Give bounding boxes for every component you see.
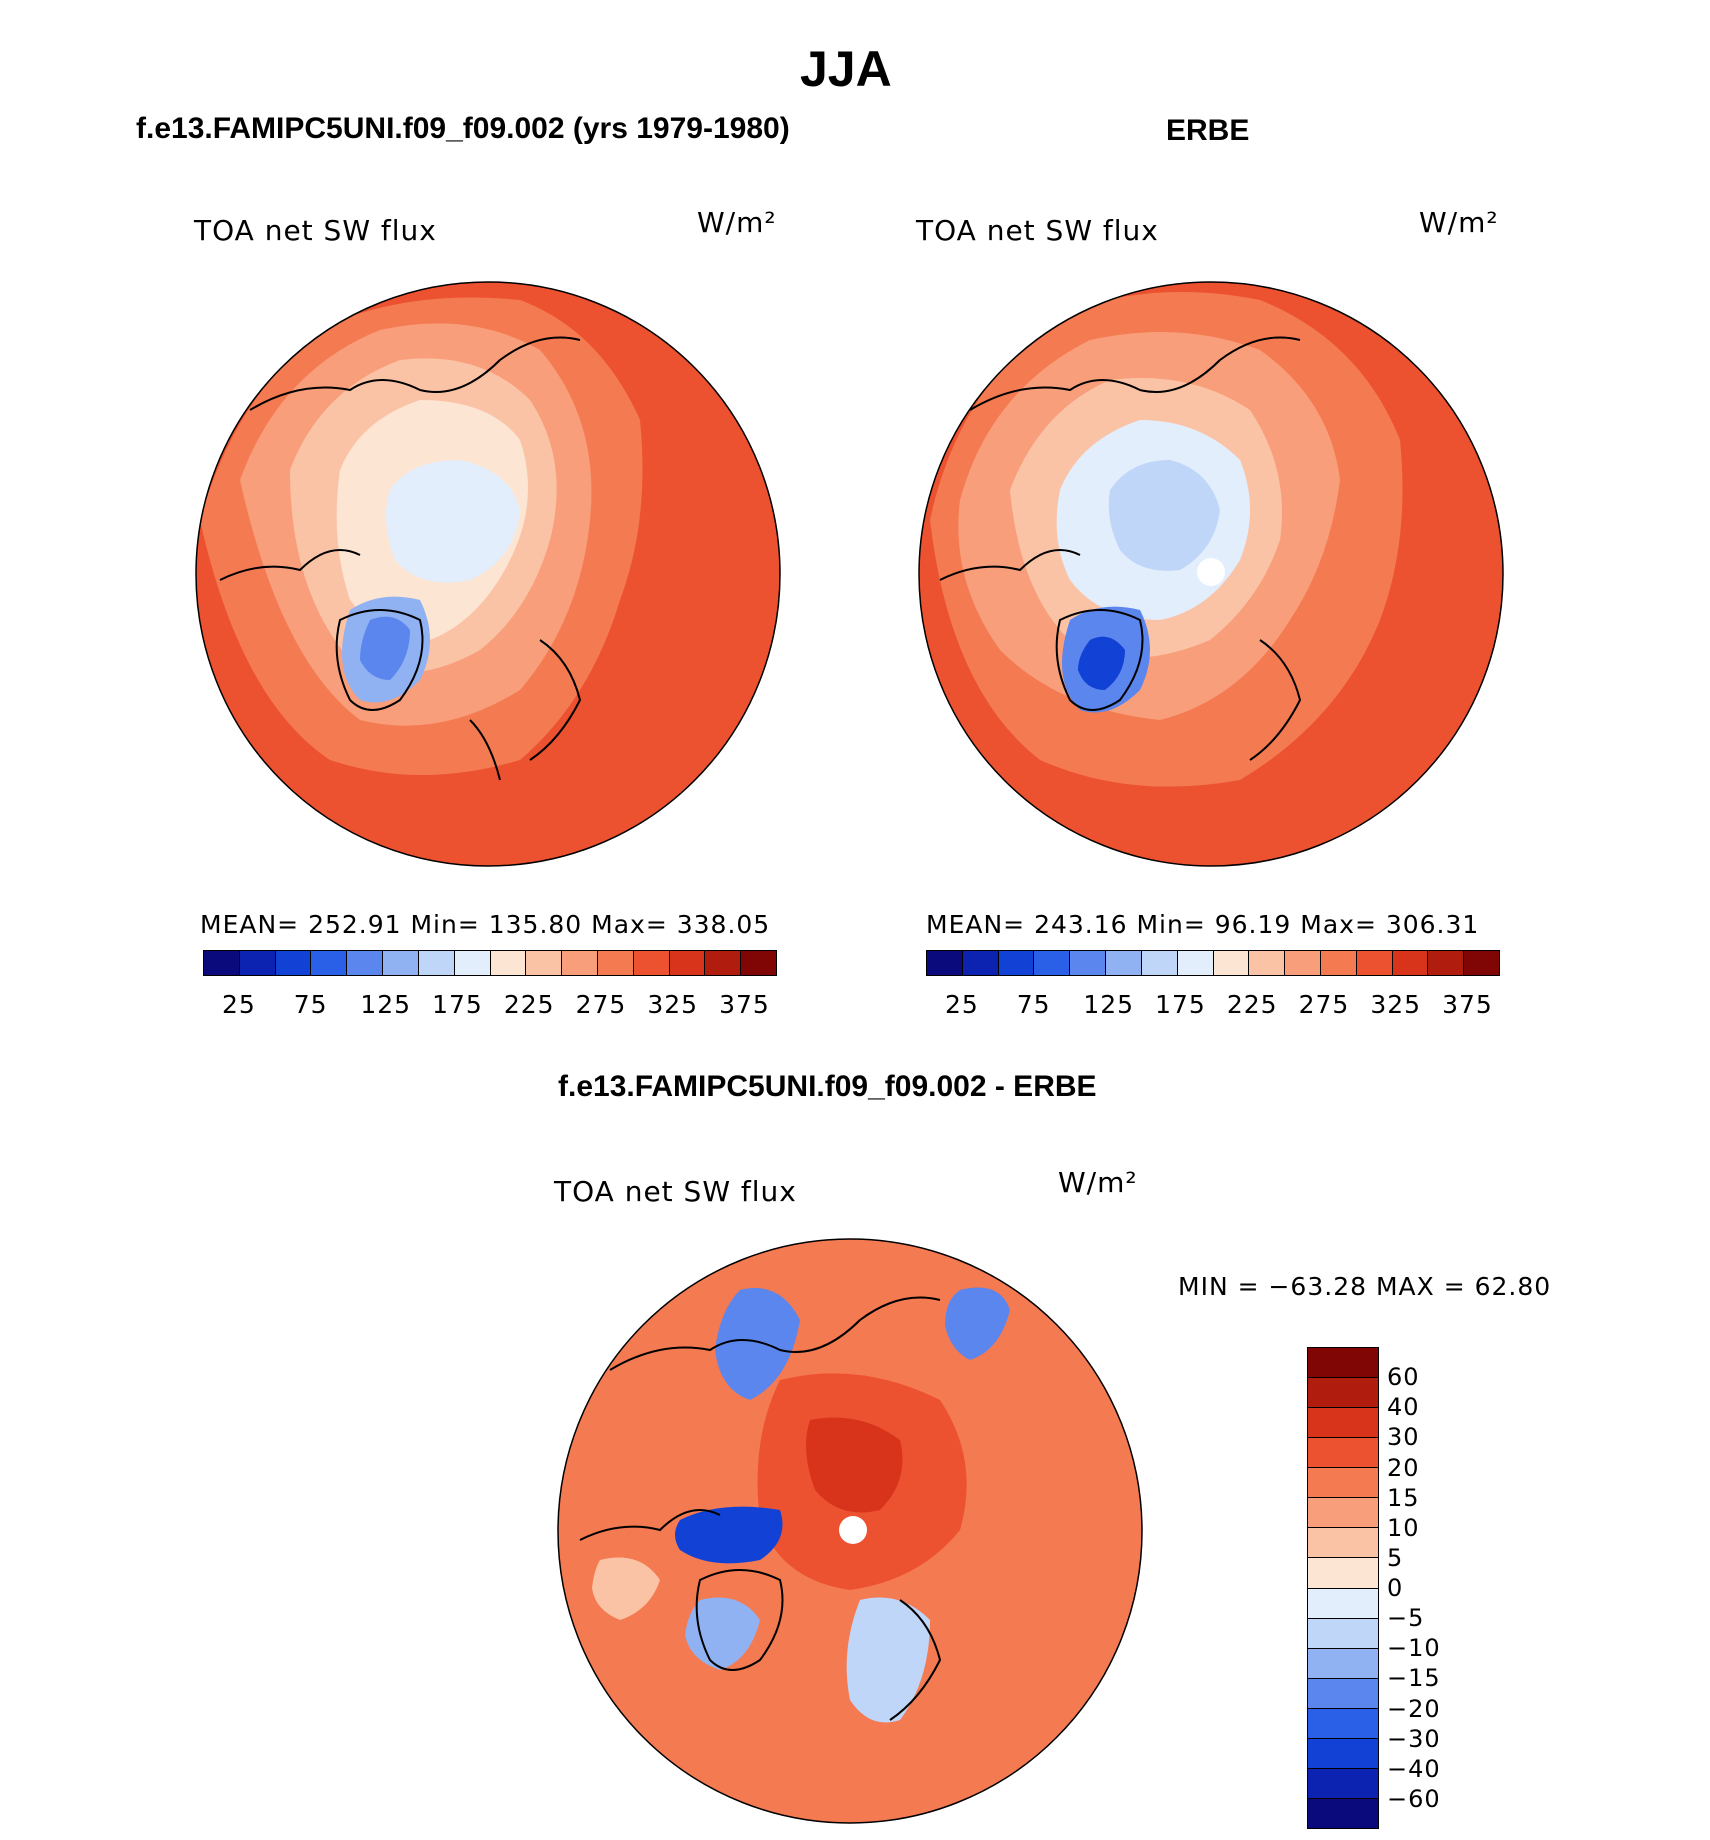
colorbar-tick-label: −5 bbox=[1387, 1604, 1425, 1633]
colorbar-swatch bbox=[1308, 1618, 1378, 1649]
colorbar-swatch bbox=[347, 951, 384, 975]
colorbar-tick-label: 15 bbox=[1387, 1483, 1420, 1512]
panel1-variable-label: TOA net SW flux bbox=[194, 214, 437, 247]
colorbar-tick-label: 325 bbox=[1370, 990, 1422, 1019]
colorbar-tick-label: 0 bbox=[1387, 1574, 1404, 1602]
panel2-title: ERBE bbox=[1166, 114, 1250, 147]
colorbar-tick-label: −40 bbox=[1387, 1754, 1441, 1783]
colorbar-swatch bbox=[526, 951, 563, 975]
colorbar-tick-label: 175 bbox=[1155, 990, 1206, 1019]
colorbar-tick-label: 75 bbox=[293, 990, 328, 1019]
colorbar-swatch bbox=[1308, 1378, 1378, 1409]
colorbar-swatch bbox=[1034, 951, 1071, 975]
colorbar-swatch bbox=[1308, 1498, 1378, 1529]
colorbar-tick-label: −15 bbox=[1387, 1664, 1441, 1693]
colorbar-swatch bbox=[1285, 951, 1321, 975]
colorbar-swatch bbox=[311, 951, 348, 975]
colorbar-tick-label: 5 bbox=[1387, 1543, 1404, 1572]
colorbar-tick-label: 75 bbox=[1016, 990, 1051, 1019]
panel3-title: f.e13.FAMIPC5UNI.f09_f09.002 - ERBE bbox=[558, 1070, 1097, 1103]
colorbar-tick-label: 20 bbox=[1387, 1453, 1420, 1482]
panel2-units-label: W/m² bbox=[1419, 206, 1499, 239]
colorbar-tick-label: −30 bbox=[1387, 1724, 1441, 1753]
figure-title: JJA bbox=[800, 41, 892, 97]
colorbar-swatch bbox=[1308, 1798, 1378, 1828]
colorbar-swatch bbox=[1308, 1438, 1378, 1469]
colorbar-swatch bbox=[204, 951, 240, 975]
panel1-title: f.e13.FAMIPC5UNI.f09_f09.002 (yrs 1979-1… bbox=[136, 112, 790, 145]
colorbar-swatch bbox=[597, 951, 634, 975]
panel3-colorbar bbox=[1307, 1347, 1379, 1829]
colorbar-tick-label: 275 bbox=[575, 990, 627, 1019]
colorbar-tick-label: −60 bbox=[1387, 1784, 1441, 1813]
panel1-colorbar bbox=[203, 950, 777, 976]
colorbar-swatch bbox=[562, 951, 598, 975]
colorbar-tick-label: 375 bbox=[1442, 990, 1493, 1019]
colorbar-swatch bbox=[418, 951, 455, 975]
colorbar-swatch bbox=[1464, 951, 1499, 975]
colorbar-swatch bbox=[383, 951, 419, 975]
colorbar-swatch bbox=[1070, 951, 1107, 975]
colorbar-tick-label: 325 bbox=[647, 990, 699, 1019]
colorbar-swatch bbox=[1320, 951, 1357, 975]
colorbar-tick-label: 375 bbox=[719, 990, 770, 1019]
colorbar-tick-label: 175 bbox=[432, 990, 483, 1019]
colorbar-swatch bbox=[275, 951, 312, 975]
colorbar-swatch bbox=[1308, 1528, 1378, 1559]
colorbar-swatch bbox=[1356, 951, 1393, 975]
colorbar-tick-label: 125 bbox=[1083, 990, 1135, 1019]
colorbar-swatch bbox=[741, 951, 776, 975]
colorbar-swatch bbox=[239, 951, 276, 975]
colorbar-tick-label: 25 bbox=[221, 990, 256, 1019]
colorbar-swatch bbox=[1308, 1708, 1378, 1739]
colorbar-swatch bbox=[1106, 951, 1142, 975]
colorbar-tick-label: 40 bbox=[1387, 1393, 1420, 1422]
colorbar-swatch bbox=[1308, 1648, 1378, 1679]
colorbar-tick-label: 30 bbox=[1387, 1423, 1420, 1452]
panel2-colorbar bbox=[926, 950, 1500, 976]
panel3-stats-label: MIN = −63.28 MAX = 62.80 bbox=[1178, 1272, 1552, 1301]
panel3-units-label: W/m² bbox=[1058, 1166, 1138, 1199]
panel1-units-label: W/m² bbox=[697, 206, 777, 239]
colorbar-swatch bbox=[1249, 951, 1286, 975]
panel1-stats-label: MEAN= 252.91 Min= 135.80 Max= 338.05 bbox=[200, 910, 771, 939]
colorbar-swatch bbox=[927, 951, 963, 975]
colorbar-swatch bbox=[490, 951, 527, 975]
colorbar-tick-label: 25 bbox=[944, 990, 979, 1019]
colorbar-tick-label: −20 bbox=[1387, 1694, 1441, 1723]
colorbar-swatch bbox=[998, 951, 1035, 975]
colorbar-tick-label: 125 bbox=[360, 990, 412, 1019]
colorbar-swatch bbox=[1308, 1588, 1378, 1619]
colorbar-swatch bbox=[1308, 1738, 1378, 1769]
colorbar-swatch bbox=[1428, 951, 1465, 975]
colorbar-swatch bbox=[1213, 951, 1250, 975]
colorbar-swatch bbox=[633, 951, 670, 975]
colorbar-tick-label: 60 bbox=[1387, 1363, 1420, 1392]
colorbar-swatch bbox=[962, 951, 999, 975]
colorbar-swatch bbox=[454, 951, 491, 975]
colorbar-swatch bbox=[1308, 1468, 1378, 1499]
colorbar-swatch bbox=[1308, 1348, 1378, 1379]
colorbar-swatch bbox=[669, 951, 706, 975]
colorbar-swatch bbox=[1308, 1558, 1378, 1589]
colorbar-swatch bbox=[1177, 951, 1214, 975]
colorbar-swatch bbox=[1308, 1408, 1378, 1439]
colorbar-swatch bbox=[1308, 1678, 1378, 1709]
colorbar-swatch bbox=[1141, 951, 1178, 975]
panel3-variable-label: TOA net SW flux bbox=[554, 1175, 797, 1208]
colorbar-tick-label: 10 bbox=[1387, 1513, 1420, 1542]
colorbar-swatch bbox=[1308, 1768, 1378, 1799]
colorbar-swatch bbox=[705, 951, 742, 975]
colorbar-swatch bbox=[1392, 951, 1429, 975]
colorbar-tick-label: 225 bbox=[503, 990, 555, 1019]
colorbar-tick-label: 275 bbox=[1298, 990, 1350, 1019]
colorbar-tick-label: −10 bbox=[1387, 1634, 1441, 1663]
panel2-variable-label: TOA net SW flux bbox=[916, 214, 1159, 247]
colorbar-tick-label: 225 bbox=[1226, 990, 1278, 1019]
panel2-stats-label: MEAN= 243.16 Min= 96.19 Max= 306.31 bbox=[926, 910, 1480, 939]
